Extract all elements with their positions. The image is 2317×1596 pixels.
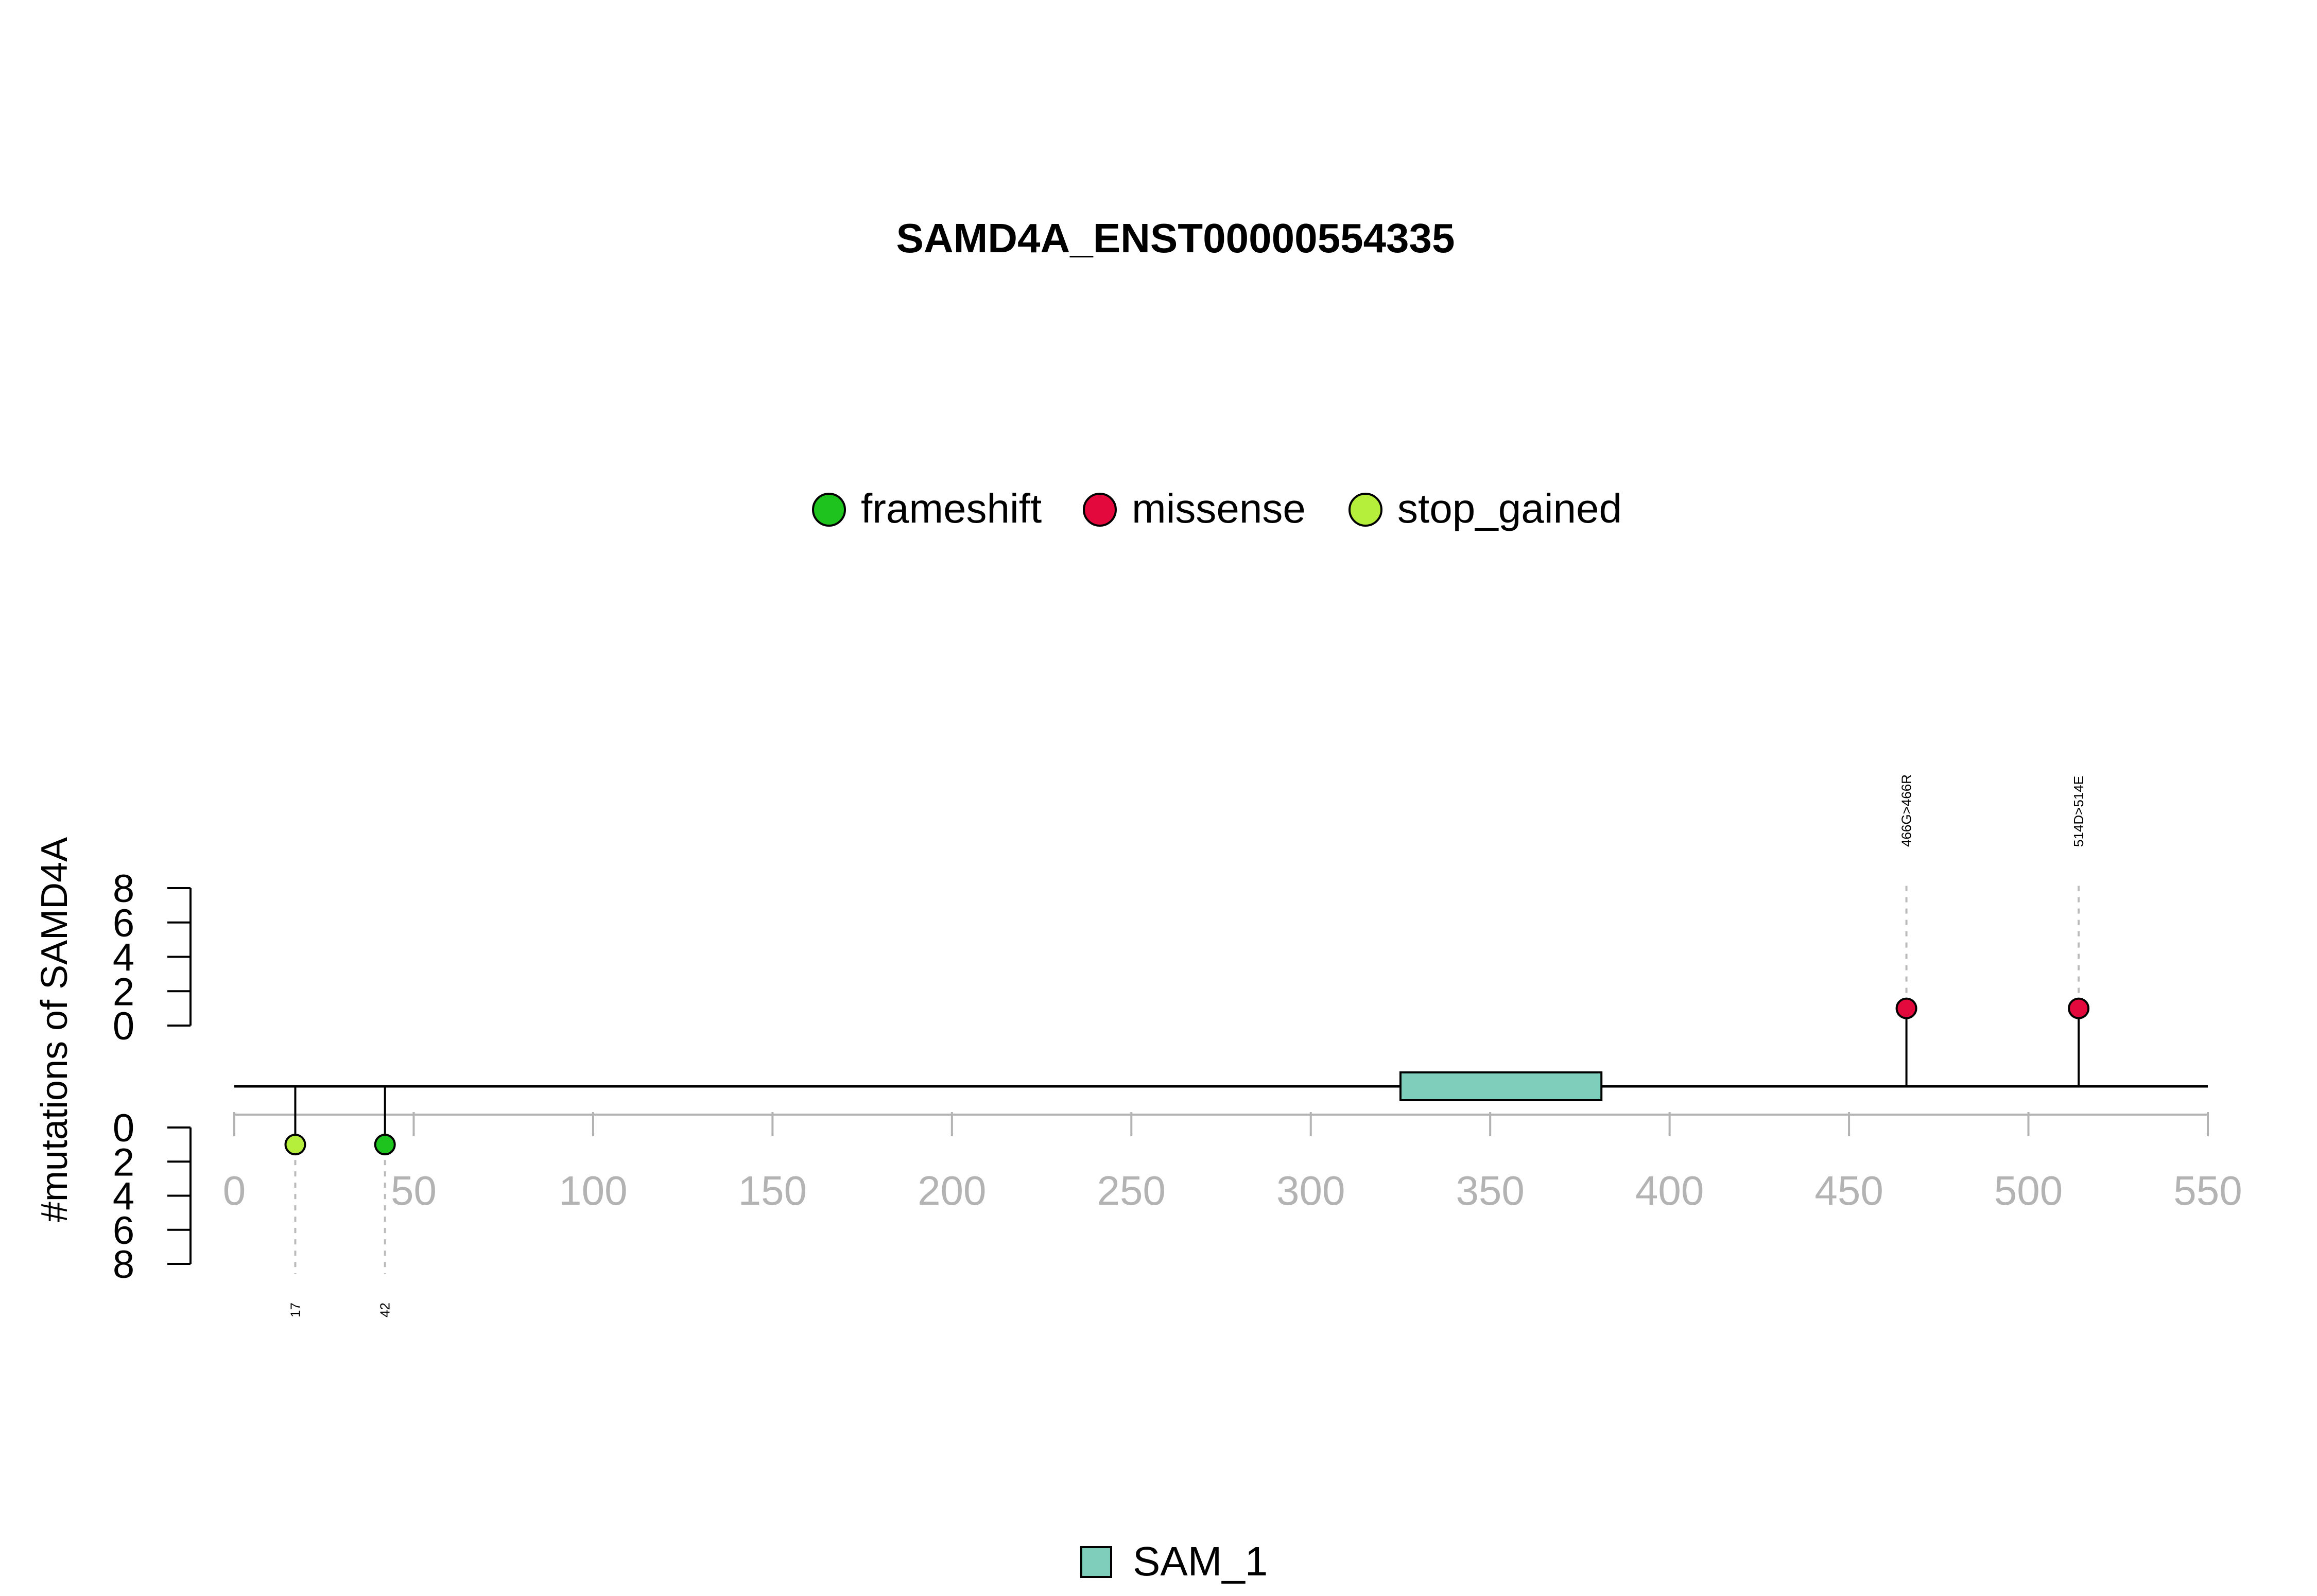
y-tick-label-lower: 2 — [113, 1140, 134, 1184]
x-tick-label: 300 — [1276, 1168, 1345, 1213]
legend-label-stop_gained: stop_gained — [1397, 485, 1622, 531]
mutation-type-legend: frameshift missense stop_gained — [812, 485, 1622, 531]
lollipop-point — [2068, 997, 2090, 1019]
legend-label-missense: missense — [1132, 485, 1306, 531]
legend-label-frameshift: frameshift — [861, 485, 1042, 531]
mutation-label: 42 — [377, 1303, 393, 1317]
mutation-lollipops: 466G>466R 514D>514E 17 42 — [284, 774, 2090, 1317]
legend-marker-SAM_1 — [1080, 1546, 1112, 1578]
domain-SAM_1 — [1399, 1071, 1603, 1101]
y-tick-label-upper: 4 — [113, 936, 134, 980]
y-tick-label-lower: 4 — [113, 1175, 134, 1219]
mutation-label: 514D>514E — [2071, 776, 2086, 847]
x-tick-label: 50 — [391, 1168, 437, 1213]
x-tick-label: 150 — [738, 1168, 807, 1213]
y-tick-label-upper: 2 — [113, 970, 134, 1014]
legend-marker-stop_gained — [1348, 493, 1382, 527]
lollipop-point — [1895, 997, 1917, 1019]
x-tick-label: 100 — [559, 1168, 627, 1213]
mutation-label: 466G>466R — [1899, 774, 1914, 847]
domain-legend: SAM_1 — [1080, 1538, 1268, 1584]
y-axis-label: #mutations of SAMD4A — [34, 837, 75, 1222]
y-tick-label-lower: 6 — [113, 1209, 134, 1253]
x-tick-label: 500 — [1994, 1168, 2063, 1213]
chart-title: SAMD4A_ENST00000554335 — [896, 215, 1455, 261]
x-axis: 0 50 100 150 200 250 300 350 400 450 500 550 — [223, 1112, 2242, 1213]
legend-label-SAM_1: SAM_1 — [1133, 1538, 1268, 1584]
x-tick-label: 250 — [1097, 1168, 1166, 1213]
y-tick-label-upper: 0 — [113, 1004, 134, 1048]
x-tick-label: 200 — [918, 1168, 986, 1213]
domain-layer — [1399, 1071, 1603, 1101]
lollipop-point — [284, 1134, 306, 1156]
y-tick-label-lower: 0 — [113, 1106, 134, 1150]
legend-marker-frameshift — [812, 493, 846, 527]
y-tick-label-upper: 6 — [113, 901, 134, 945]
x-tick-label: 0 — [223, 1168, 246, 1213]
lollipop-point — [374, 1134, 396, 1156]
legend-marker-missense — [1083, 493, 1117, 527]
x-tick-label: 400 — [1635, 1168, 1704, 1213]
x-tick-label: 350 — [1456, 1168, 1524, 1213]
y-tick-label-upper: 8 — [113, 867, 134, 911]
x-tick-label: 450 — [1814, 1168, 1883, 1213]
mutation-label: 17 — [287, 1303, 303, 1317]
y-tick-label-lower: 8 — [113, 1243, 134, 1287]
x-tick-label: 550 — [2173, 1168, 2242, 1213]
